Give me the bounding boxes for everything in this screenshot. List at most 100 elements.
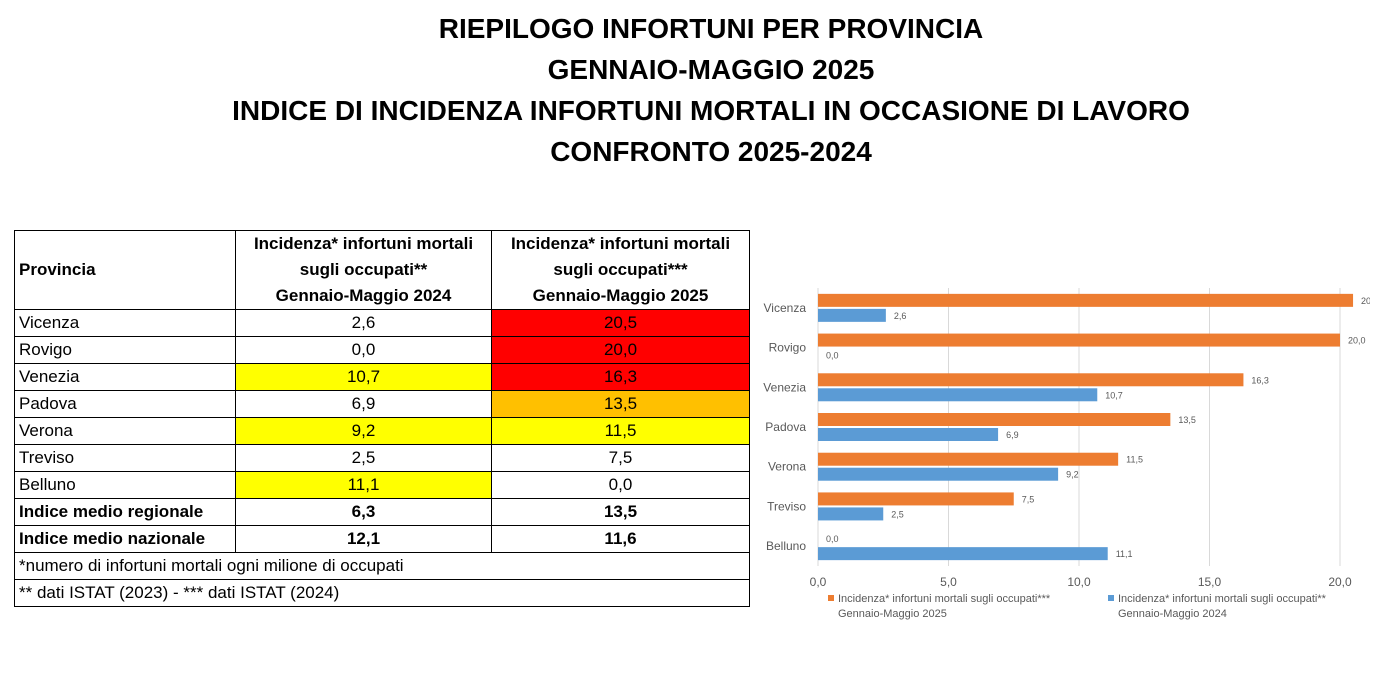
bar-2025	[818, 293, 1354, 307]
header-2025-line-3: Gennaio-Maggio 2025	[532, 286, 709, 305]
legend-swatch	[828, 595, 834, 601]
row-value-2024: 9,2	[235, 417, 492, 445]
national-label: Indice medio nazionale	[14, 525, 236, 553]
data-label: 7,5	[1022, 494, 1035, 504]
x-tick-label: 15,0	[1198, 575, 1222, 589]
row-value-2025: 20,0	[491, 336, 750, 364]
footnote-2: ** dati ISTAT (2023) - *** dati ISTAT (2…	[14, 579, 750, 607]
header-provincia: Provincia	[14, 230, 236, 310]
data-label: 13,5	[1178, 415, 1196, 425]
regional-2024: 6,3	[235, 498, 492, 526]
header-2025-line-1: Incidenza* infortuni mortali	[510, 234, 731, 253]
data-label: 11,1	[1116, 549, 1133, 559]
data-label: 0,0	[826, 351, 839, 361]
table-row: Venezia 10,7 16,3	[14, 363, 750, 391]
y-category-label: Belluno	[766, 539, 806, 553]
table-header-row: Provincia Incidenza* infortuni mortali s…	[14, 230, 750, 310]
row-provincia: Vicenza	[14, 309, 236, 337]
x-tick-label: 10,0	[1067, 575, 1091, 589]
table-row: Treviso 2,5 7,5	[14, 444, 750, 472]
row-value-2025: 20,5	[491, 309, 750, 337]
x-tick-label: 20,0	[1328, 575, 1352, 589]
header-2024-line-1: Incidenza* infortuni mortali	[253, 234, 474, 253]
bar-2025	[818, 452, 1119, 466]
header-2024: Incidenza* infortuni mortali sugli occup…	[235, 230, 492, 310]
data-label: 10,7	[1105, 390, 1123, 400]
data-label: 9,2	[1066, 470, 1079, 480]
y-category-label: Venezia	[763, 380, 806, 394]
header-2024-line-3: Gennaio-Maggio 2024	[275, 286, 452, 305]
data-label: 20,5	[1361, 296, 1370, 306]
note-row-1: *numero di infortuni mortali ogni milion…	[14, 552, 750, 580]
title-line-2: GENNAIO-MAGGIO 2025	[547, 54, 875, 85]
title-line-4: CONFRONTO 2025-2024	[550, 136, 872, 167]
row-value-2025: 13,5	[491, 390, 750, 418]
legend-label: Gennaio-Maggio 2025	[838, 608, 947, 620]
bar-2025	[818, 333, 1340, 347]
row-value-2024: 10,7	[235, 363, 492, 391]
legend-label: Incidenza* infortuni mortali sugli occup…	[1118, 593, 1327, 605]
title-block: RIEPILOGO INFORTUNI PER PROVINCIA GENNAI…	[0, 8, 1384, 172]
row-provincia: Venezia	[14, 363, 236, 391]
row-provincia: Padova	[14, 390, 236, 418]
row-value-2024: 2,5	[235, 444, 492, 472]
row-provincia: Verona	[14, 417, 236, 445]
data-label: 2,6	[894, 311, 907, 321]
legend-label: Incidenza* infortuni mortali sugli occup…	[838, 593, 1051, 605]
x-tick-label: 0,0	[810, 575, 827, 589]
national-2025: 11,6	[491, 525, 750, 553]
bar-2024	[818, 547, 1108, 561]
bar-2025	[818, 492, 1014, 506]
bar-2024	[818, 428, 999, 441]
row-provincia: Rovigo	[14, 336, 236, 364]
data-label: 11,5	[1126, 455, 1143, 465]
y-category-label: Vicenza	[764, 301, 807, 315]
y-category-label: Verona	[768, 460, 806, 474]
title-line-3: INDICE DI INCIDENZA INFORTUNI MORTALI IN…	[232, 95, 1190, 126]
x-tick-label: 5,0	[940, 575, 957, 589]
y-category-label: Treviso	[767, 499, 806, 513]
data-label: 2,5	[891, 509, 904, 519]
row-value-2025: 0,0	[491, 471, 750, 499]
header-2024-line-2: sugli occupati**	[299, 260, 428, 279]
bar-chart: 0,0 5,0 10,0 15,0 20,0 Vicenza 20,5 2,6 Rovigo 20…	[763, 288, 1370, 620]
row-value-2025: 7,5	[491, 444, 750, 472]
data-label: 20,0	[1348, 336, 1366, 346]
header-2025-line-2: sugli occupati***	[553, 260, 688, 279]
regional-2025: 13,5	[491, 498, 750, 526]
national-2024: 12,1	[235, 525, 492, 553]
regional-row: Indice medio regionale 6,3 13,5	[14, 498, 750, 526]
bar-2024	[818, 507, 884, 521]
y-category-label: Padova	[765, 420, 806, 434]
row-value-2024: 2,6	[235, 309, 492, 337]
incidence-table: Provincia Incidenza* infortuni mortali s…	[14, 230, 750, 607]
data-label: 6,9	[1006, 430, 1019, 440]
row-value-2024: 11,1	[235, 471, 492, 499]
province-rows: Vicenza 2,6 20,5 Rovigo 0,0 20,0 Venezia 10,7 16…	[14, 309, 750, 499]
legend-swatch	[1108, 595, 1114, 601]
row-value-2025: 16,3	[491, 363, 750, 391]
y-category-label: Rovigo	[769, 341, 807, 355]
row-value-2025: 11,5	[491, 417, 750, 445]
legend-label: Gennaio-Maggio 2024	[1118, 608, 1227, 620]
table-row: Rovigo 0,0 20,0	[14, 336, 750, 364]
note-row-2: ** dati ISTAT (2023) - *** dati ISTAT (2…	[14, 579, 750, 607]
data-label: 0,0	[826, 534, 839, 544]
national-row: Indice medio nazionale 12,1 11,6	[14, 525, 750, 553]
table-row: Belluno 11,1 0,0	[14, 471, 750, 499]
bar-2025	[818, 413, 1171, 426]
row-value-2024: 6,9	[235, 390, 492, 418]
bar-2024	[818, 308, 886, 322]
bar-2024	[818, 388, 1098, 402]
row-value-2024: 0,0	[235, 336, 492, 364]
bar-2025	[818, 373, 1244, 387]
regional-label: Indice medio regionale	[14, 498, 236, 526]
data-label: 16,3	[1251, 375, 1269, 385]
table-row: Verona 9,2 11,5	[14, 417, 750, 445]
table-row: Padova 6,9 13,5	[14, 390, 750, 418]
row-provincia: Belluno	[14, 471, 236, 499]
header-2025: Incidenza* infortuni mortali sugli occup…	[491, 230, 750, 310]
table-row: Vicenza 2,6 20,5	[14, 309, 750, 337]
bar-2024	[818, 467, 1059, 481]
title-line-1: RIEPILOGO INFORTUNI PER PROVINCIA	[438, 13, 984, 44]
